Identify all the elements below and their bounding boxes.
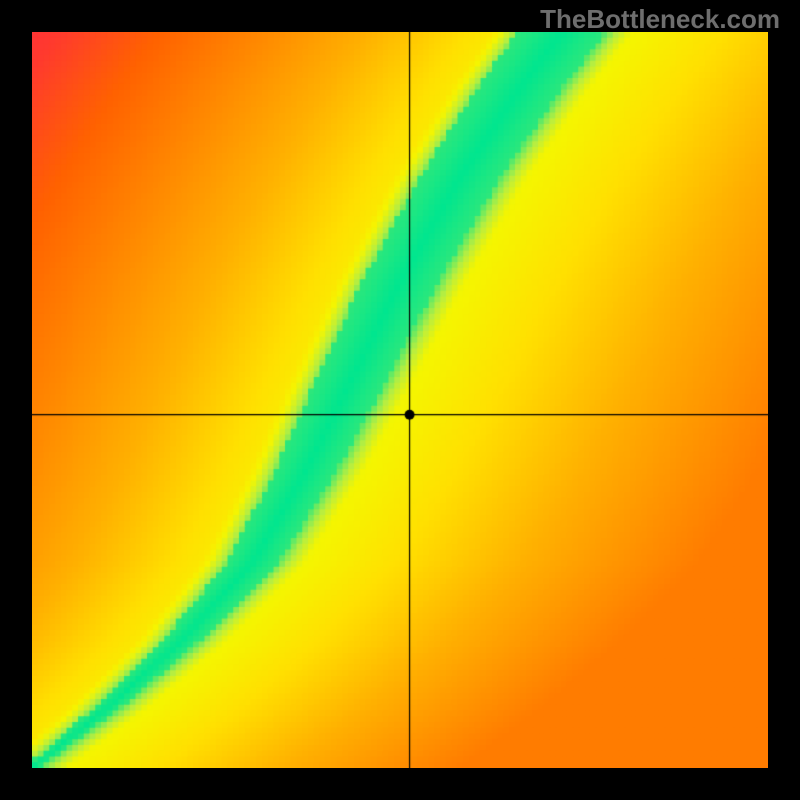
bottleneck-heatmap xyxy=(32,32,768,768)
chart-container: TheBottleneck.com xyxy=(0,0,800,800)
watermark-text: TheBottleneck.com xyxy=(540,4,780,35)
